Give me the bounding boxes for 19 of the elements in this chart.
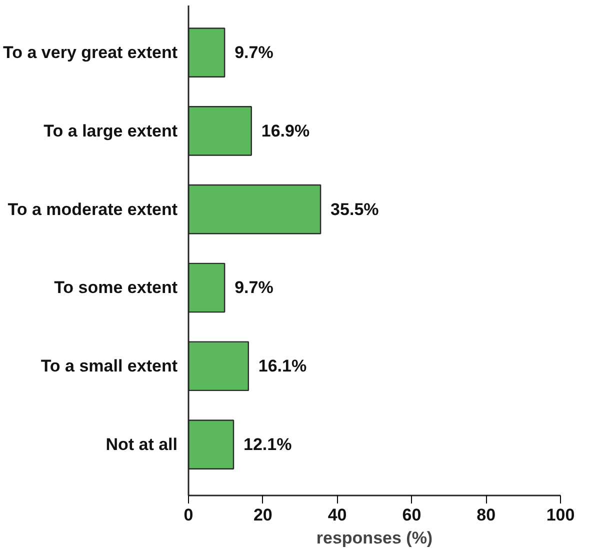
x-tick-label: 80 [476, 506, 496, 524]
data-label: 35.5% [330, 200, 379, 219]
x-tick-label: 100 [546, 506, 575, 524]
y-tick-label: Not at all [106, 435, 178, 454]
y-tick-label: To some extent [54, 278, 178, 298]
data-label: 9.7% [234, 43, 274, 62]
y-tick-label: To a small extent [40, 356, 178, 376]
data-label: 9.7% [234, 278, 274, 298]
x-tick-label: 40 [328, 506, 347, 524]
y-tick-label: To a very great extent [3, 43, 178, 62]
x-tick-label: 0 [184, 506, 194, 524]
x-tick-label: 20 [253, 506, 272, 524]
y-tick-label: To a large extent [44, 121, 178, 140]
data-label: 16.9% [261, 121, 310, 140]
y-tick-label: To a moderate extent [8, 200, 178, 219]
x-axis-title: responses (%) [316, 528, 433, 548]
data-label: 12.1% [244, 435, 292, 454]
data-label: 16.1% [258, 356, 307, 376]
x-tick-label: 60 [402, 506, 422, 524]
